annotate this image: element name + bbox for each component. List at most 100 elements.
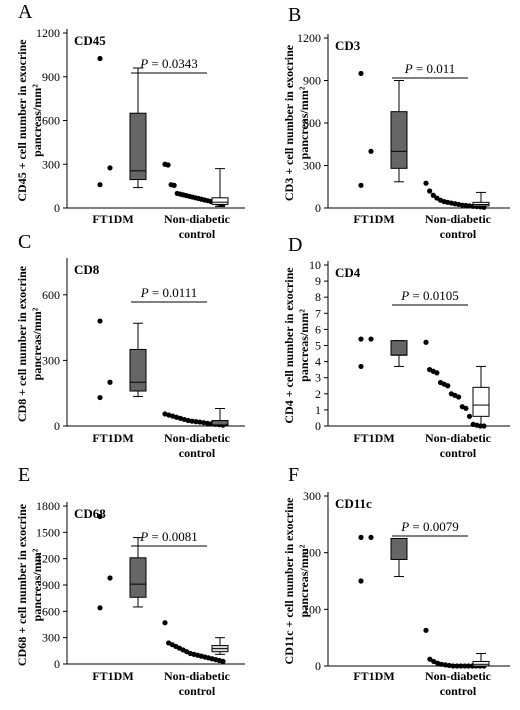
y-tick-label: 7 [315, 306, 321, 320]
data-point [107, 165, 113, 171]
p-value-label: P = 0.011 [404, 61, 456, 76]
data-point [165, 162, 171, 168]
y-tick-label: 2 [315, 387, 321, 401]
y-tick-label: 100 [303, 602, 321, 616]
category-label: FT1DM [92, 431, 133, 445]
y-tick-label: 0 [315, 201, 321, 215]
p-value: = 0.0081 [148, 529, 198, 544]
data-point [463, 405, 469, 411]
y-tick-label: 5 [315, 339, 321, 353]
y-axis-label: CD68 + cell number in exocrinepancreas/m… [15, 503, 44, 666]
y-tick-label: 9 [315, 274, 321, 288]
y-tick-label: 4 [315, 355, 321, 369]
data-point [442, 662, 448, 668]
data-point [97, 394, 103, 401]
data-point [423, 339, 429, 345]
p-value-label: P = 0.0081 [139, 529, 198, 544]
category-label: Non-diabetic [164, 212, 231, 226]
y-tick-label: 3 [315, 371, 321, 385]
data-point [97, 55, 103, 62]
category-label: control [179, 446, 216, 460]
y-tick-label: 1500 [36, 525, 60, 539]
data-point [171, 182, 177, 188]
category-label: FT1DM [353, 212, 394, 226]
data-point [434, 370, 440, 376]
box-iqr [129, 348, 147, 392]
data-point [197, 419, 203, 425]
y-tick-label: 1200 [297, 31, 321, 45]
panel-letter: A [18, 1, 33, 23]
category-label: control [179, 227, 216, 241]
y-tick-label: 300 [303, 159, 321, 173]
data-point [189, 418, 195, 424]
y-tick-label: 6 [315, 322, 321, 336]
p-value: = 0.0343 [148, 56, 198, 71]
p-symbol: P [400, 288, 409, 303]
box-iqr [472, 660, 490, 667]
data-point [220, 658, 226, 664]
y-axis-label: CD3 + cell number in exocrinepancreas/mm… [282, 44, 311, 201]
marker-label: CD68 [74, 506, 106, 521]
y-tick-label: 600 [303, 116, 321, 130]
data-point [423, 627, 429, 633]
p-symbol: P [139, 529, 148, 544]
panel-letter: C [18, 231, 31, 253]
data-point [368, 336, 374, 342]
data-point [438, 661, 445, 667]
y-tick-label: 900 [42, 70, 60, 84]
y-tick-label: 0 [54, 201, 60, 215]
data-point [358, 182, 364, 188]
data-point [456, 394, 462, 400]
category-label: Non-diabetic [164, 431, 231, 445]
marker-label: CD3 [335, 38, 361, 53]
data-point [423, 180, 429, 186]
data-point [97, 513, 103, 520]
y-tick-label: 600 [42, 288, 60, 302]
panel-letter: F [288, 464, 299, 486]
p-value-label: P = 0.0343 [139, 56, 198, 71]
y-tick-label: 0 [315, 419, 321, 433]
box-iqr [129, 112, 147, 181]
y-axis-label-line2: pancreas/mm² [30, 307, 44, 380]
data-point [185, 417, 191, 424]
y-axis-label: CD4 + cell number in exocrinepancreas/mm… [282, 267, 311, 424]
data-point [450, 663, 456, 669]
category-label: FT1DM [92, 212, 133, 226]
data-point [465, 663, 472, 669]
box-iqr [472, 386, 490, 417]
p-value-label: P = 0.0105 [400, 288, 459, 303]
y-tick-label: 1 [315, 403, 321, 417]
marker-label: CD45 [74, 33, 106, 48]
data-point [446, 662, 452, 669]
data-point [358, 336, 364, 342]
p-symbol: P [139, 56, 148, 71]
y-axis-label: CD11c + cell number in exocrinepancreas/… [282, 497, 311, 665]
y-axis-label-line2: pancreas/mm² [297, 309, 311, 382]
data-point [430, 192, 436, 198]
category-label: FT1DM [353, 431, 394, 445]
panel-letter: E [18, 464, 30, 486]
data-point [462, 663, 468, 669]
panel-letter: B [288, 4, 301, 26]
p-value: = 0.0111 [149, 285, 198, 300]
y-tick-label: 0 [315, 659, 321, 673]
data-point [458, 663, 464, 669]
marker-label: CD4 [335, 265, 361, 280]
category-label: Non-diabetic [425, 431, 492, 445]
data-point [427, 188, 433, 194]
y-tick-label: 300 [303, 489, 321, 503]
data-point [358, 534, 364, 540]
data-point [204, 420, 211, 426]
p-value-label: P = 0.0111 [140, 285, 198, 300]
category-label: FT1DM [353, 669, 394, 683]
category-label: FT1DM [92, 669, 133, 683]
y-tick-label: 300 [42, 157, 60, 171]
category-label: control [440, 446, 477, 460]
y-axis-label-line1: CD45 + cell number in exocrine [15, 39, 29, 202]
p-value: = 0.0105 [409, 288, 459, 303]
